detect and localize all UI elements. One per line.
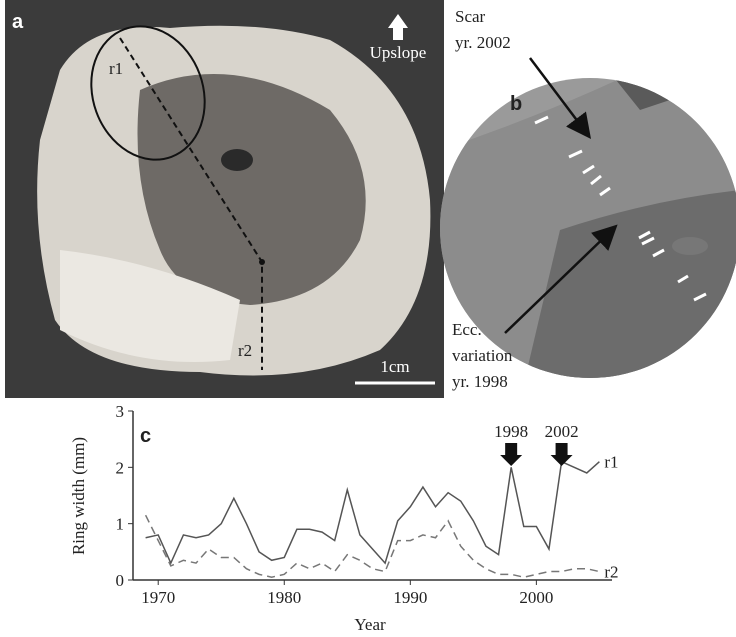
series-label: r1 xyxy=(604,453,618,472)
x-tick-label: 2000 xyxy=(519,588,553,607)
y-tick-label: 1 xyxy=(116,515,125,534)
x-tick-label: 1980 xyxy=(267,588,301,607)
y-axis-label: Ring width (mm) xyxy=(69,437,88,555)
knot xyxy=(672,237,708,255)
annotation-arrow xyxy=(500,443,522,466)
series-line xyxy=(146,515,600,577)
scale-label: 1cm xyxy=(380,357,409,376)
y-tick-label: 2 xyxy=(116,458,125,477)
series-label: r2 xyxy=(604,563,618,582)
panel-label: c xyxy=(140,425,151,447)
series-line xyxy=(146,462,600,563)
y-tick-label: 3 xyxy=(116,402,125,421)
panel-b: b Scar yr. 2002 Ecc. variation yr. 1998 xyxy=(440,7,736,400)
scar-label: yr. 2002 xyxy=(455,33,511,52)
x-axis-label: Year xyxy=(354,615,386,634)
annotation-arrow xyxy=(551,443,573,466)
x-tick-label: 1990 xyxy=(393,588,427,607)
annotation-label: 1998 xyxy=(494,422,528,441)
ecc-label: variation xyxy=(452,346,513,365)
panel-label: b xyxy=(510,93,522,115)
panel-a: a r1 r2 Upslope 1cm xyxy=(5,0,444,398)
x-tick-label: 1970 xyxy=(141,588,175,607)
radius-label: r1 xyxy=(109,59,123,78)
figure: a r1 r2 Upslope 1cm b Scar yr. 2002 Ecc.… xyxy=(0,0,736,637)
scar-label: Scar xyxy=(455,7,486,26)
y-tick-label: 0 xyxy=(116,571,125,590)
panel-label: a xyxy=(12,11,24,33)
pith xyxy=(259,259,265,265)
ecc-label: yr. 1998 xyxy=(452,372,508,391)
pith-hole xyxy=(221,149,253,171)
radius-label: r2 xyxy=(238,341,252,360)
upslope-label: Upslope xyxy=(370,43,427,62)
ecc-label: Ecc. xyxy=(452,320,482,339)
annotation-label: 2002 xyxy=(545,422,579,441)
